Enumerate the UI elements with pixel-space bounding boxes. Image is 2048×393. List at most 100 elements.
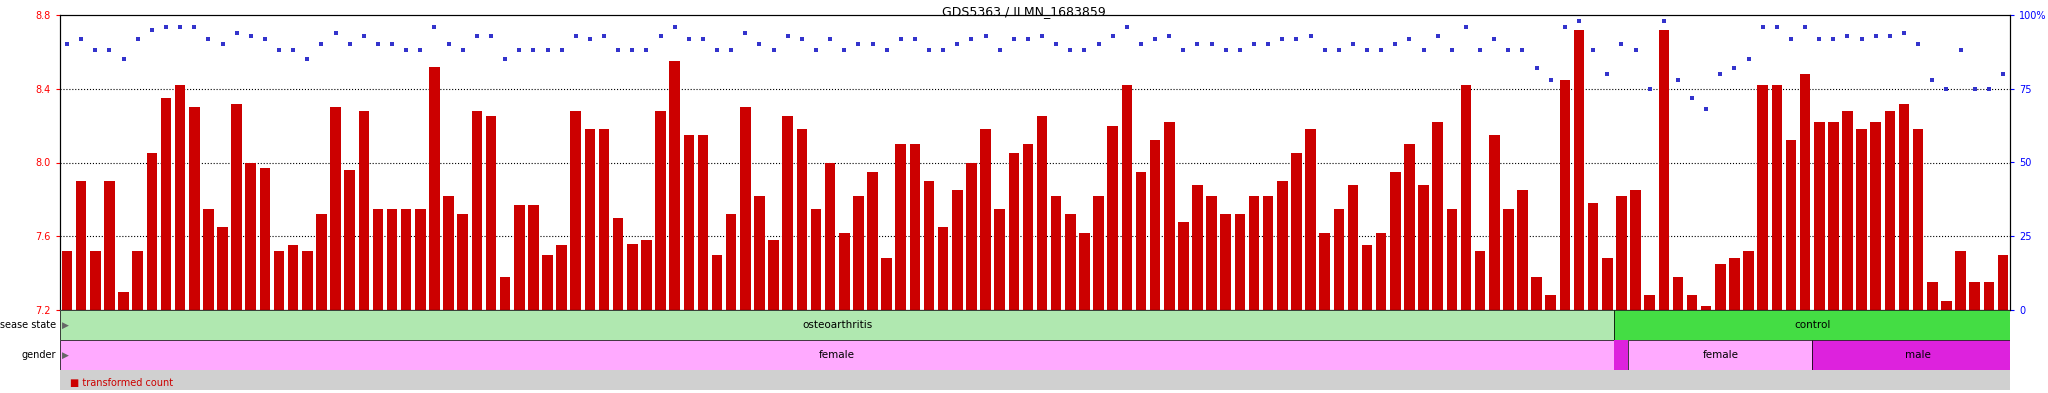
Bar [174,85,186,310]
Point [1153,33,1186,39]
Point [348,33,381,39]
Point [870,47,903,53]
Point [362,41,395,48]
Point [1534,77,1567,83]
Point [1577,47,1610,53]
Point [969,33,1001,39]
Bar [698,135,709,310]
Bar [854,196,864,310]
Bar [627,244,637,310]
Bar [1942,301,1952,310]
Point [856,41,889,48]
Bar [967,162,977,310]
Point [150,24,182,30]
Point [1747,24,1780,30]
Bar [881,258,893,310]
Point [1407,47,1440,53]
Point [1309,47,1341,53]
Bar [1985,282,1995,310]
Bar [1898,103,1909,310]
Point [432,41,465,48]
Point [1464,47,1497,53]
Point [1874,33,1907,39]
Bar [1051,196,1061,310]
Point [885,35,918,42]
Bar [76,181,86,310]
Bar [866,172,879,310]
Bar [1702,306,1712,310]
Bar [1221,214,1231,310]
Point [588,33,621,39]
Point [1505,47,1538,53]
Bar [840,233,850,310]
Point [545,47,578,53]
Bar [1743,251,1753,310]
Point [1634,86,1667,92]
Bar [260,168,270,310]
Bar [373,209,383,310]
Point [715,47,748,53]
Bar [584,129,596,310]
Point [657,24,690,30]
Point [1012,35,1044,42]
Point [446,47,479,53]
Text: ▶: ▶ [61,321,70,329]
Point [489,56,522,62]
Point [375,41,408,48]
Bar [1614,340,1628,370]
Bar [1714,264,1726,310]
Point [1690,106,1722,112]
Point [602,47,635,53]
Bar [725,214,737,310]
Point [221,29,254,36]
Bar [797,129,807,310]
Text: ■ transformed count: ■ transformed count [70,378,174,388]
Bar [1927,282,1937,310]
Bar [514,205,524,310]
Point [1548,24,1581,30]
Bar [655,111,666,310]
Bar [1376,233,1386,310]
Bar [430,67,440,310]
Bar [1489,135,1499,310]
Point [1393,35,1425,42]
Bar [1829,122,1839,310]
Bar [1628,340,1812,370]
Bar [1843,111,1853,310]
Point [1802,35,1835,42]
Bar [1022,144,1034,310]
Point [1110,24,1143,30]
Text: ▶: ▶ [61,351,70,360]
Bar [1036,116,1047,310]
Bar [61,251,72,310]
Point [1124,41,1157,48]
Bar [1956,251,1966,310]
Point [530,47,563,53]
Point [1223,47,1255,53]
Point [786,35,819,42]
Bar [1249,196,1260,310]
Bar [1673,277,1683,310]
Bar [598,129,610,310]
Bar [995,209,1006,310]
Point [1563,18,1595,24]
Point [1182,41,1214,48]
Bar [1602,258,1612,310]
Bar [1573,30,1585,310]
Point [645,33,678,39]
Bar [1532,277,1542,310]
Bar [1659,30,1669,310]
Bar [1405,144,1415,310]
Bar [1432,122,1444,310]
Text: gender: gender [20,350,55,360]
Bar [1079,233,1090,310]
Bar [1305,129,1317,310]
Point [573,35,606,42]
Point [1831,33,1864,39]
Bar [147,153,158,310]
Bar [500,277,510,310]
Bar [1815,122,1825,310]
Bar [1997,255,2009,310]
Bar [1065,214,1075,310]
Bar [1333,209,1343,310]
